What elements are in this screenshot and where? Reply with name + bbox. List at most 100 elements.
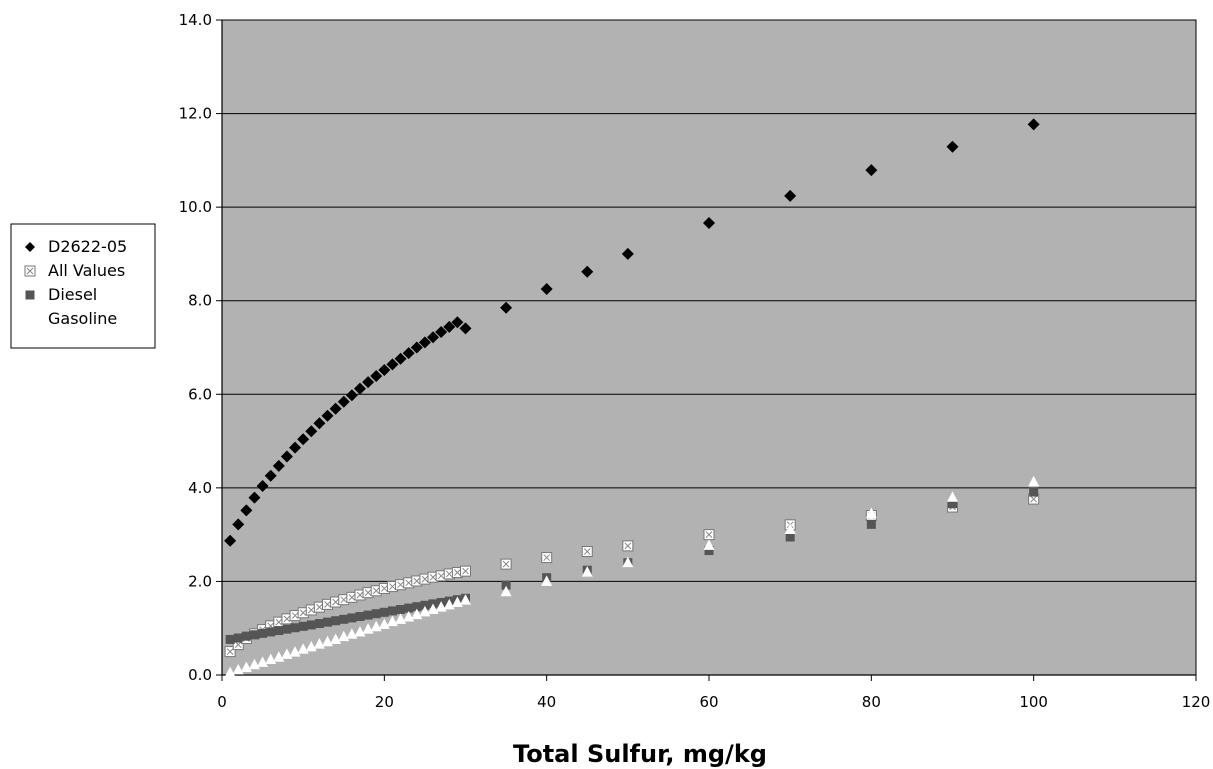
plot-area [221, 19, 1197, 676]
point-gasoline [370, 620, 382, 632]
point-d2622-05 [321, 409, 334, 422]
point-diesel [298, 621, 308, 631]
point-gasoline [257, 656, 269, 667]
point-all-values-cross [502, 560, 510, 568]
legend-marker [24, 313, 36, 324]
point-all-values-cross [226, 648, 234, 655]
point-gasoline [541, 575, 553, 586]
point-d2622-05 [621, 247, 634, 260]
legend-marker-cross [26, 267, 34, 275]
point-d2622-05 [378, 363, 391, 376]
point-diesel [249, 630, 259, 640]
y-tick-label: 4.0 [188, 479, 212, 497]
point-d2622-05 [289, 441, 302, 454]
point-diesel [258, 628, 268, 638]
point-d2622-05 [540, 283, 553, 296]
point-gasoline [305, 640, 317, 652]
point-all-values [460, 565, 471, 577]
point-d2622-05 [459, 322, 472, 335]
point-gasoline [395, 613, 407, 624]
point-diesel [347, 613, 357, 623]
point-gasoline [460, 594, 471, 605]
x-tick-label: 100 [1019, 693, 1048, 711]
point-all-values-cross [421, 575, 429, 583]
y-tick-label: 6.0 [188, 385, 212, 403]
point-all-values-cross [543, 554, 551, 561]
point-diesel [233, 633, 243, 643]
point-d2622-05 [394, 352, 407, 365]
point-all-values [224, 646, 236, 658]
point-diesel [1029, 487, 1039, 497]
point-gasoline [581, 566, 593, 577]
point-d2622-05 [500, 301, 513, 314]
point-gasoline [346, 628, 358, 639]
point-diesel [379, 607, 389, 617]
point-all-values-cross [234, 641, 242, 648]
point-diesel [225, 634, 235, 644]
point-gasoline [330, 633, 342, 644]
point-d2622-05 [581, 265, 594, 278]
point-d2622-05 [313, 417, 326, 430]
point-d2622-05 [402, 347, 415, 360]
point-all-values [581, 545, 593, 557]
point-all-values-cross [307, 606, 315, 614]
y-tick-label: 12.0 [179, 105, 212, 123]
point-d2622-05 [1027, 118, 1040, 131]
point-all-values-cross [583, 548, 591, 555]
point-all-values-cross [413, 577, 421, 585]
grid-lines [222, 19, 1196, 582]
point-d2622-05 [345, 389, 358, 402]
point-all-values [297, 607, 309, 619]
point-d2622-05 [264, 469, 277, 482]
point-diesel [785, 532, 795, 542]
point-d2622-05 [451, 316, 464, 329]
x-tick-label: 40 [537, 693, 556, 711]
point-d2622-05 [337, 395, 350, 408]
point-d2622-05 [784, 189, 797, 202]
point-all-values [281, 613, 293, 625]
point-d2622-05 [329, 402, 342, 415]
point-all-values-cross [462, 567, 469, 575]
point-gasoline [427, 603, 439, 614]
legend-marker [25, 242, 35, 252]
point-diesel [387, 606, 397, 616]
legend: D2622-05 All Values Diesel Gasoline [10, 223, 156, 349]
point-gasoline [281, 648, 293, 659]
point-diesel [371, 609, 381, 619]
point-all-values-cross [389, 583, 396, 590]
point-gasoline [622, 556, 634, 568]
point-diesel [323, 617, 333, 627]
point-d2622-05 [370, 370, 383, 383]
point-gasoline [500, 585, 512, 597]
point-all-values [386, 581, 398, 593]
point-diesel [290, 623, 300, 633]
point-all-values [541, 552, 553, 564]
point-gasoline [265, 653, 277, 665]
x-tick-label: 120 [1182, 693, 1211, 711]
y-tick-label: 2.0 [188, 572, 212, 590]
point-all-values-cross [283, 615, 291, 623]
point-diesel [420, 600, 430, 610]
point-all-values-cross [324, 601, 331, 608]
point-diesel [704, 546, 714, 556]
point-gasoline [224, 666, 236, 678]
point-gasoline [443, 598, 455, 610]
point-gasoline [386, 615, 398, 627]
point-diesel [501, 580, 511, 590]
point-gasoline [362, 623, 374, 634]
data-marks [224, 118, 1040, 678]
point-d2622-05 [305, 425, 318, 438]
point-d2622-05 [232, 518, 245, 531]
x-tick-label: 80 [862, 693, 881, 711]
point-diesel [339, 614, 349, 624]
point-gasoline [338, 630, 350, 642]
series-all-values [224, 493, 1040, 658]
point-diesel [396, 605, 406, 614]
legend-box [10, 223, 156, 349]
x-tick-label: 60 [699, 693, 718, 711]
point-d2622-05 [946, 140, 959, 153]
point-d2622-05 [418, 336, 431, 349]
point-all-values [703, 529, 715, 541]
y-tick-label: 14.0 [179, 11, 212, 29]
